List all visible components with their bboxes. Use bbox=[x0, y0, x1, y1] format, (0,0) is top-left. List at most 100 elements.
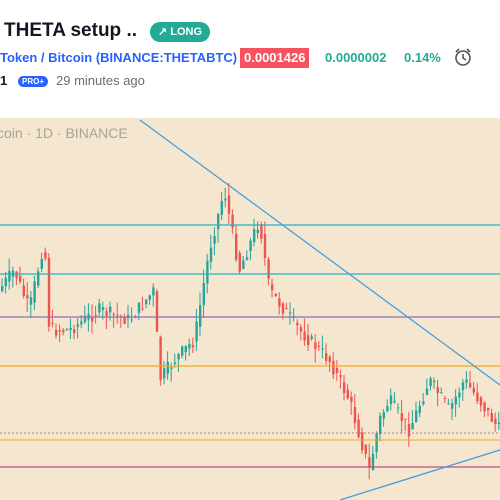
candle-body bbox=[307, 335, 310, 346]
candle-body bbox=[310, 336, 313, 339]
candle-body bbox=[375, 433, 378, 452]
candle-body bbox=[346, 389, 349, 399]
candle-body bbox=[429, 378, 432, 386]
pair: Token / Bitcoin bbox=[0, 50, 93, 65]
candle-body bbox=[411, 422, 414, 430]
candle-body bbox=[137, 302, 141, 313]
candle-body bbox=[332, 360, 335, 375]
candle-body bbox=[177, 353, 180, 360]
candle-body bbox=[166, 361, 169, 374]
candle-body bbox=[490, 413, 493, 422]
candle-body bbox=[404, 418, 407, 420]
candle-body bbox=[454, 396, 457, 405]
candle-body bbox=[58, 330, 61, 332]
long-badge[interactable]: ↗ LONG bbox=[150, 22, 211, 42]
candle-body bbox=[407, 424, 411, 437]
candle-body bbox=[199, 305, 202, 327]
candle-body bbox=[148, 295, 151, 300]
candle-body bbox=[400, 413, 403, 421]
candle-body bbox=[296, 322, 299, 326]
candle-body bbox=[389, 395, 393, 404]
candle-body bbox=[274, 293, 277, 297]
candle-body bbox=[364, 444, 367, 454]
candle-body bbox=[184, 345, 187, 353]
candle-body bbox=[76, 324, 79, 327]
candle-body bbox=[479, 397, 483, 406]
candle-body bbox=[350, 396, 353, 402]
candle-body bbox=[181, 346, 184, 356]
candle-body bbox=[105, 311, 108, 316]
candle-body bbox=[415, 410, 418, 422]
candle-body bbox=[422, 401, 425, 404]
candle-body bbox=[94, 314, 97, 316]
candle-body bbox=[44, 252, 47, 259]
candle-body bbox=[494, 418, 497, 424]
candle-body bbox=[335, 368, 339, 373]
candle-body bbox=[26, 295, 29, 299]
candle-body bbox=[271, 284, 274, 291]
symbol-link[interactable]: Token / Bitcoin (BINANCE:THETABTC) bbox=[0, 50, 237, 65]
candle-body bbox=[40, 258, 43, 269]
candle-body bbox=[37, 271, 40, 286]
candle-body bbox=[224, 198, 227, 201]
candle-body bbox=[317, 346, 321, 347]
candle-body bbox=[361, 432, 364, 451]
candle-body bbox=[213, 236, 216, 244]
candle-body bbox=[447, 403, 450, 405]
candle-body bbox=[436, 387, 439, 394]
candle-body bbox=[209, 247, 213, 262]
chart: coin · 1D · BINANCE bbox=[0, 118, 500, 500]
candle-body bbox=[343, 382, 346, 394]
change: 0.0000002 bbox=[325, 50, 387, 65]
candle-body bbox=[231, 214, 234, 228]
candle-body bbox=[112, 313, 115, 315]
candle-body bbox=[418, 405, 421, 413]
candle-body bbox=[472, 387, 475, 393]
candle-body bbox=[159, 336, 162, 381]
candle-body bbox=[51, 322, 54, 325]
candle-body bbox=[425, 388, 429, 395]
candle-body bbox=[469, 382, 472, 388]
candle-body bbox=[289, 312, 292, 314]
chart-bg bbox=[0, 118, 500, 500]
candle-body bbox=[65, 329, 69, 331]
candle-body bbox=[314, 342, 317, 350]
candle-body bbox=[299, 327, 303, 332]
candle-body bbox=[173, 362, 177, 364]
candle-body bbox=[62, 330, 65, 333]
candle-body bbox=[220, 201, 223, 215]
candle-body bbox=[80, 321, 83, 325]
candle-body bbox=[461, 382, 465, 390]
candle-body bbox=[141, 308, 144, 310]
candle-body bbox=[497, 422, 500, 424]
candle-body bbox=[443, 398, 447, 399]
price: 0.0001426 bbox=[240, 48, 310, 68]
candle-body bbox=[73, 329, 76, 334]
candle-body bbox=[433, 380, 436, 382]
candle-body bbox=[249, 240, 252, 251]
alert-icon[interactable] bbox=[453, 47, 475, 69]
candle-body bbox=[483, 402, 486, 412]
candle-body bbox=[465, 379, 468, 383]
candle-body bbox=[91, 317, 94, 322]
author[interactable]: 1 bbox=[0, 73, 8, 88]
candle-body bbox=[8, 270, 11, 282]
change-pct: 0.14% bbox=[404, 50, 441, 65]
candle-body bbox=[263, 234, 267, 259]
candle-body bbox=[206, 260, 209, 284]
candle-body bbox=[202, 283, 205, 306]
candle-body bbox=[155, 291, 159, 332]
candle-body bbox=[163, 368, 166, 379]
candle-body bbox=[281, 303, 285, 314]
candle-body bbox=[130, 319, 133, 321]
candle-body bbox=[191, 345, 195, 348]
trend-line bbox=[139, 119, 500, 386]
candle-body bbox=[260, 224, 263, 239]
candle-body bbox=[339, 375, 342, 378]
candle-body bbox=[1, 286, 4, 292]
idea-title: THETA setup .. bbox=[4, 20, 137, 41]
candle-body bbox=[242, 260, 245, 269]
candle-body bbox=[101, 307, 105, 310]
candle-body bbox=[256, 229, 259, 233]
